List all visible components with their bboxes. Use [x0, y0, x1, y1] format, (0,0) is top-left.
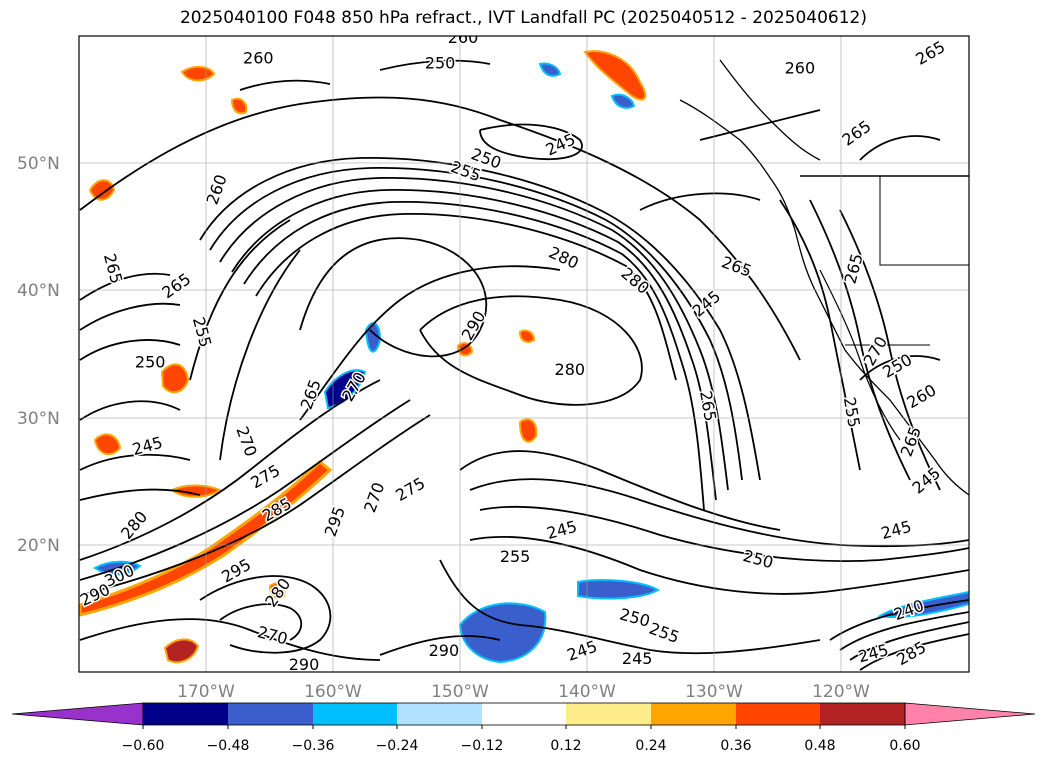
contour-label: 260 [785, 59, 816, 78]
positive-anomaly-spot [583, 50, 647, 101]
colorbar-tick-label: −0.24 [376, 738, 419, 754]
contour-label: 250 [425, 54, 456, 73]
contour-label: 290 [289, 655, 320, 674]
contour-label: 255 [189, 315, 215, 349]
colorbar-segment [482, 703, 566, 725]
negative-anomaly-spot [877, 590, 969, 619]
contour-label: 265 [719, 252, 754, 280]
colorbar-segment [228, 703, 313, 725]
positive-anomaly-spot [170, 484, 223, 498]
contour-label: 255 [840, 396, 864, 429]
contour-label: 265 [912, 37, 948, 69]
colorbar-tick-label: 0.36 [720, 738, 751, 754]
contour-label: 280 [261, 575, 294, 611]
colorbar-extend-high [904, 702, 1036, 726]
contour-label: 245 [909, 463, 945, 497]
contour-label: 265 [841, 251, 867, 285]
colorbar-tick-label: −0.36 [292, 738, 335, 754]
contour-label: 265 [839, 117, 875, 150]
colorbar-tick-label: −0.60 [122, 738, 165, 754]
contour-label: 260 [904, 380, 940, 412]
contour-label: 260 [448, 28, 479, 47]
contour-label: 275 [392, 473, 428, 505]
lon-label-150w: 150°W [431, 682, 489, 702]
colorbar-segment [651, 703, 736, 725]
contour-label: 265 [297, 377, 325, 412]
contour-label: 250 [135, 352, 166, 371]
lat-label-40n: 40°N [17, 281, 60, 301]
contour-label: 245 [565, 637, 600, 665]
map-title: 2025040100 F048 850 hPa refract., IVT La… [179, 8, 867, 28]
contour-label: 275 [247, 461, 283, 493]
lon-label-120w: 120°W [812, 682, 870, 702]
positive-anomaly-spot [230, 97, 248, 115]
contour-label: 280 [117, 507, 151, 543]
lon-label-140w: 140°W [558, 682, 616, 702]
lat-label-30n: 30°N [17, 409, 60, 429]
refractivity-contours [79, 59, 969, 671]
positive-anomaly-spot [88, 179, 116, 201]
colorbar-segment [143, 703, 228, 725]
lon-label-160w: 160°W [304, 682, 362, 702]
colorbar-extend-low [11, 702, 144, 726]
colorbar-segment [820, 703, 905, 725]
contour-label: 245 [856, 640, 890, 666]
colorbar-segment [397, 703, 482, 725]
contour-label: 255 [647, 619, 682, 647]
negative-anomaly-spot [364, 322, 382, 353]
contour-label: 270 [255, 622, 289, 648]
contour-label: 250 [879, 350, 915, 382]
contour-label: 270 [360, 480, 388, 515]
positive-anomaly-band [79, 460, 333, 617]
graticule [79, 36, 969, 672]
colorbar-tick-label: −0.12 [461, 738, 504, 754]
lat-label-20n: 20°N [17, 536, 60, 556]
contour-label: 265 [897, 424, 925, 459]
negative-anomaly-patch [458, 602, 547, 664]
contour-label: 265 [100, 251, 126, 285]
colorbar-segment [566, 703, 651, 725]
lat-label-50n: 50°N [17, 154, 60, 174]
lon-label-130w: 130°W [685, 682, 743, 702]
negative-anomaly-spot [577, 579, 661, 600]
colorbar-tick-label: 0.12 [550, 738, 581, 754]
colorbar-frame [142, 702, 906, 726]
colorbar-tick-label: 0.60 [889, 738, 920, 754]
map-frame [78, 35, 970, 673]
contour-label: 240 [891, 596, 926, 624]
negative-anomaly-spot [538, 62, 562, 77]
contour-label: 280 [555, 360, 586, 379]
contour-label: 250 [618, 605, 652, 631]
colorbar-segment [736, 703, 820, 725]
positive-anomaly-spot [160, 363, 190, 394]
colorbar-segment [313, 703, 397, 725]
anomaly-shading [79, 50, 969, 664]
contour-label: 250 [741, 546, 775, 572]
coastlines [679, 59, 969, 496]
positive-anomaly-spot [163, 638, 200, 664]
contour-label: 270 [232, 424, 260, 459]
contour-label: 285 [893, 637, 929, 669]
positive-anomaly-spot [518, 329, 536, 343]
positive-anomaly-spot [518, 418, 538, 443]
contour-label: 260 [203, 172, 231, 207]
negative-anomaly-spot [610, 93, 636, 109]
contour-label: 255 [500, 547, 531, 566]
contour-label: 245 [879, 517, 913, 543]
contour-label: 245 [622, 649, 653, 668]
contour-label: 295 [321, 504, 349, 539]
colorbar-tick-label: −0.48 [207, 738, 250, 754]
contour-label: 290 [429, 641, 460, 660]
colorbar-tick-label: 0.24 [635, 738, 666, 754]
colorbar-tick-label: 0.48 [804, 738, 835, 754]
positive-anomaly-spot [180, 66, 216, 82]
positive-anomaly-spot [93, 433, 122, 456]
contour-label: 290 [458, 308, 490, 344]
lon-label-170w: 170°W [177, 682, 235, 702]
contour-label: 260 [243, 48, 274, 67]
positive-anomaly-spot [268, 582, 286, 599]
colorbar: −0.60 −0.48 −0.36 −0.24 −0.12 0.12 0.24 … [11, 702, 1036, 754]
contour-label: 245 [545, 517, 579, 543]
